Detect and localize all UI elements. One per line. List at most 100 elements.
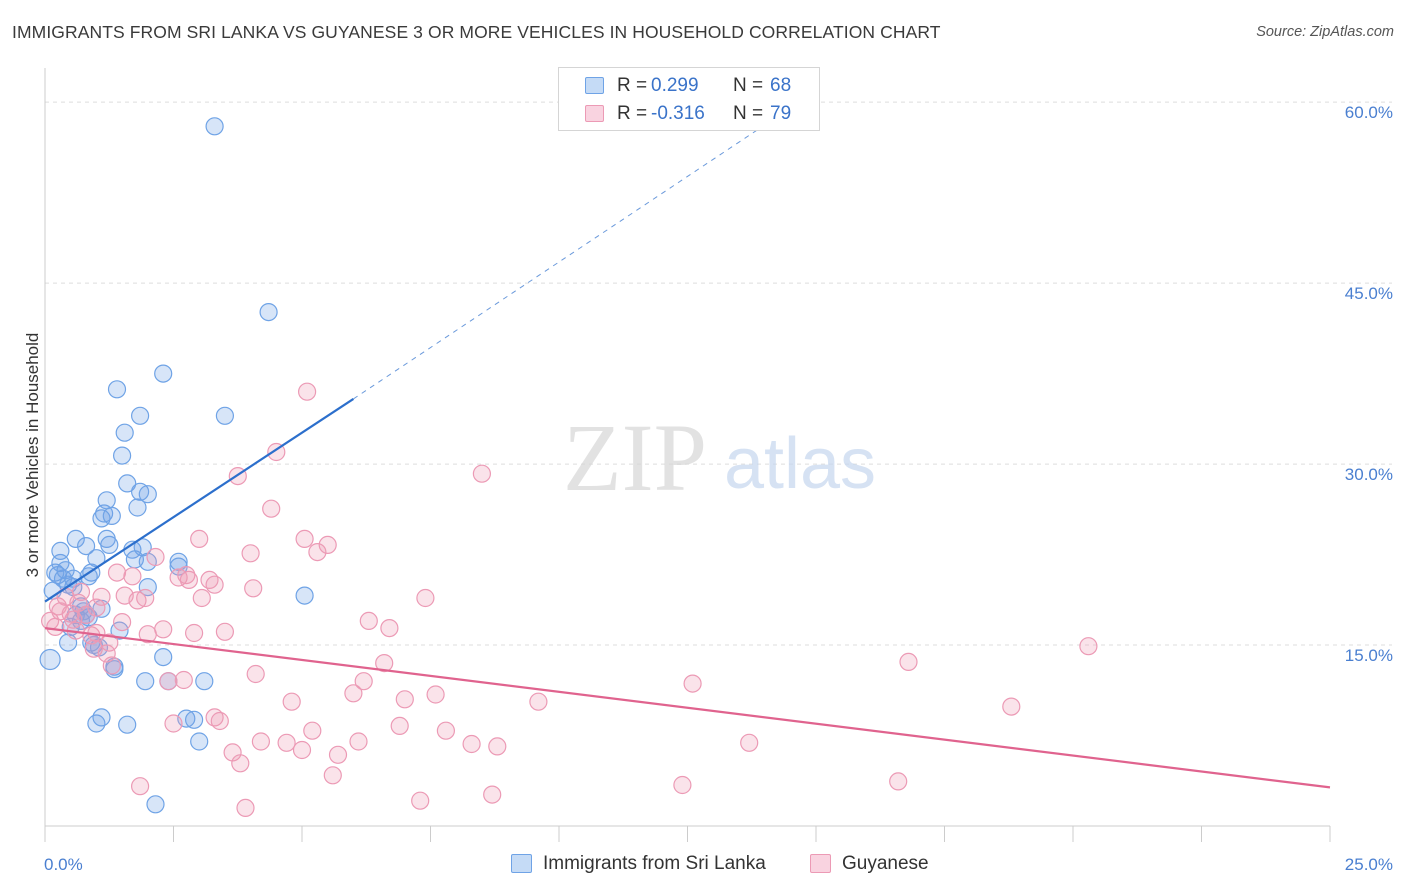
data-point (395, 690, 414, 709)
y-axis-title: 3 or more Vehicles in Household (23, 333, 42, 578)
series-legend-label: Guyanese (842, 853, 929, 874)
series-guyanese (40, 382, 1098, 818)
data-point (380, 618, 399, 638)
data-point (210, 711, 229, 731)
legend-r-value: 0.299 (651, 75, 699, 96)
data-point (416, 588, 435, 608)
correlation-legend: R = 0.299 N = 68 R = -0.316 N = 79 (558, 67, 820, 131)
data-point (354, 672, 373, 691)
data-point (107, 563, 127, 582)
data-point (177, 565, 196, 585)
data-point (100, 535, 119, 555)
data-point (236, 798, 255, 818)
data-point (262, 499, 281, 518)
data-point (87, 598, 106, 617)
data-point (328, 745, 348, 764)
data-point (154, 647, 173, 667)
legend-row-guyanese: R = -0.316 N = 79 (559, 100, 819, 128)
data-point (190, 529, 209, 549)
series-legend-swatch-blue (511, 854, 532, 873)
data-point (136, 672, 155, 691)
data-point (488, 737, 507, 756)
data-point (246, 664, 265, 684)
data-point (323, 766, 342, 785)
data-point (318, 535, 337, 555)
y-tick-label: 60.0% (1345, 103, 1393, 122)
data-point (390, 716, 409, 736)
data-point (277, 733, 296, 752)
series-sri-lanka (39, 117, 314, 814)
data-point (138, 577, 157, 597)
data-point (298, 382, 317, 401)
data-point (174, 670, 193, 690)
data-point (154, 364, 173, 383)
data-point (241, 544, 260, 563)
series-legend: Immigrants from Sri Lanka Guyanese (0, 852, 1406, 880)
data-point (349, 732, 368, 751)
data-point (195, 672, 214, 691)
trend-line-sri-lanka-extension (353, 104, 796, 400)
data-point (472, 464, 491, 483)
y-tick-label: 30.0% (1345, 465, 1393, 484)
series-legend-swatch-pink (810, 854, 831, 873)
legend-n-label: N = (733, 103, 764, 124)
chart-title: IMMIGRANTS FROM SRI LANKA VS GUYANESE 3 … (12, 22, 941, 42)
data-point (102, 506, 121, 526)
data-point (231, 754, 250, 773)
data-point (128, 498, 147, 517)
data-point (71, 611, 91, 631)
grid-lines (45, 101, 1392, 646)
data-point (190, 732, 209, 751)
data-point (529, 692, 548, 711)
data-point (146, 547, 165, 567)
data-point (133, 538, 152, 557)
data-point (76, 605, 96, 625)
data-point (39, 648, 61, 671)
trend-line-guyanese (44, 627, 1331, 789)
data-point (483, 785, 502, 804)
data-point (192, 588, 211, 608)
data-point (282, 692, 301, 711)
data-point (76, 536, 96, 556)
data-point (436, 721, 455, 740)
data-point (359, 611, 378, 631)
data-point (889, 772, 908, 791)
data-point (138, 485, 157, 504)
data-point (71, 582, 91, 602)
data-point (107, 380, 127, 399)
data-point (51, 541, 70, 561)
data-point (740, 733, 759, 752)
x-tick-label: 25.0% (1345, 855, 1393, 874)
data-point (215, 622, 234, 641)
data-point (164, 714, 183, 733)
y-tick-label: 15.0% (1345, 646, 1393, 665)
data-point (123, 567, 142, 586)
data-point (462, 734, 481, 754)
data-point (92, 708, 111, 727)
data-point (673, 775, 692, 795)
data-point (112, 446, 132, 465)
legend-n-value: 79 (770, 103, 792, 124)
data-point (375, 653, 394, 673)
data-point (303, 721, 322, 740)
watermark-atlas: atlas (724, 424, 876, 504)
legend-r-label: R = (617, 103, 648, 124)
legend-n-label: N = (733, 75, 764, 96)
data-point (136, 588, 155, 608)
data-point (215, 406, 234, 425)
data-point (426, 685, 445, 704)
x-tick-label: 0.0% (44, 855, 83, 874)
data-point (308, 542, 327, 562)
data-point (1002, 697, 1021, 716)
data-point (292, 740, 312, 760)
data-point (131, 777, 150, 796)
data-point (146, 795, 165, 814)
data-point (100, 633, 119, 652)
y-tick-label: 45.0% (1345, 284, 1393, 303)
data-point (205, 117, 224, 136)
source-label: Source: ZipAtlas.com (1256, 24, 1394, 40)
data-point (295, 586, 314, 605)
data-point (115, 423, 134, 442)
data-point (66, 529, 85, 549)
